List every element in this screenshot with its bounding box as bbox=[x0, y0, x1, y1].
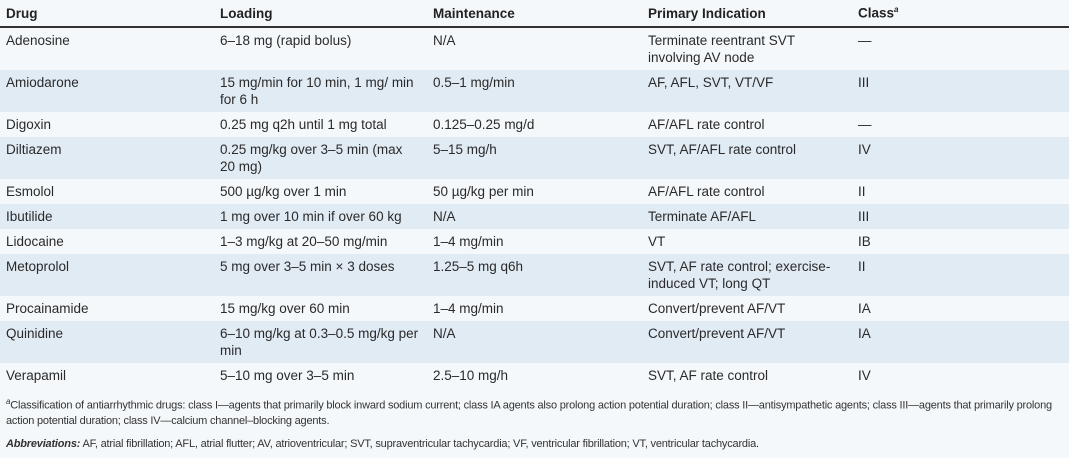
cell-indication: Terminate reentrant SVT involving AV nod… bbox=[648, 33, 795, 65]
table-row: Digoxin 0.25 mg q2h until 1 mg total 0.125… bbox=[0, 112, 1069, 137]
cell-drug: Verapamil bbox=[6, 368, 67, 383]
cell-indication: SVT, AF rate control; exercise-induced V… bbox=[648, 259, 831, 291]
footnote: aClassification of antiarrhythmic drugs:… bbox=[0, 388, 1069, 429]
cell-maintenance: 1–4 mg/min bbox=[433, 234, 504, 249]
table-row: Metoprolol 5 mg over 3–5 min × 3 doses 1.2… bbox=[0, 254, 1069, 296]
cell-maintenance: 0.5–1 mg/min bbox=[433, 75, 515, 90]
table-row: Procainamide 15 mg/kg over 60 min 1–4 mg/m… bbox=[0, 296, 1069, 321]
header-class-label: Class bbox=[858, 5, 895, 21]
table-row: Verapamil 5–10 mg over 3–5 min 2.5–10 mg/h… bbox=[0, 363, 1069, 388]
cell-maintenance: N/A bbox=[433, 209, 456, 224]
cell-class: II bbox=[858, 259, 866, 274]
cell-maintenance: 50 µg/kg per min bbox=[433, 184, 534, 199]
cell-class: III bbox=[858, 209, 870, 224]
header-indication: Primary Indication bbox=[642, 0, 852, 28]
cell-indication: SVT, AF rate control bbox=[648, 368, 769, 383]
cell-drug: Quinidine bbox=[6, 326, 64, 341]
cell-indication: SVT, AF/AFL rate control bbox=[648, 142, 797, 157]
cell-loading: 15 mg/min for 10 min, 1 mg/ min for 6 h bbox=[220, 75, 414, 107]
cell-drug: Esmolol bbox=[6, 184, 55, 199]
cell-loading: 5 mg over 3–5 min × 3 doses bbox=[220, 259, 395, 274]
cell-class: IV bbox=[858, 142, 871, 157]
cell-loading: 6–18 mg (rapid bolus) bbox=[220, 33, 352, 48]
cell-loading: 0.25 mg q2h until 1 mg total bbox=[220, 117, 387, 132]
cell-drug: Diltiazem bbox=[6, 142, 62, 157]
cell-loading: 500 µg/kg over 1 min bbox=[220, 184, 347, 199]
cell-drug: Lidocaine bbox=[6, 234, 64, 249]
cell-class: IA bbox=[858, 301, 871, 316]
table-row: Adenosine 6–18 mg (rapid bolus) N/A Termina… bbox=[0, 27, 1069, 70]
cell-indication: AF/AFL rate control bbox=[648, 184, 765, 199]
table-row: Diltiazem 0.25 mg/kg over 3–5 min (max 20… bbox=[0, 137, 1069, 179]
table-row: Amiodarone 15 mg/min for 10 min, 1 mg/ mi… bbox=[0, 70, 1069, 112]
cell-loading: 1 mg over 10 min if over 60 kg bbox=[220, 209, 402, 224]
cell-drug: Metoprolol bbox=[6, 259, 70, 274]
footnote-marker: a bbox=[6, 397, 11, 406]
cell-drug: Digoxin bbox=[6, 117, 52, 132]
cell-class: — bbox=[858, 117, 872, 132]
cell-indication: Convert/prevent AF/VT bbox=[648, 326, 786, 341]
table-row: Esmolol 500 µg/kg over 1 min 50 µg/kg per … bbox=[0, 179, 1069, 204]
cell-class: — bbox=[858, 33, 872, 48]
cell-maintenance: 5–15 mg/h bbox=[433, 142, 497, 157]
cell-class: IA bbox=[858, 326, 871, 341]
table-row: Ibutilide 1 mg over 10 min if over 60 kg N… bbox=[0, 204, 1069, 229]
cell-class: IV bbox=[858, 368, 871, 383]
cell-maintenance: 0.125–0.25 mg/d bbox=[433, 117, 535, 132]
cell-loading: 0.25 mg/kg over 3–5 min (max 20 mg) bbox=[220, 142, 403, 174]
table-row: Quinidine 6–10 mg/kg at 0.3–0.5 mg/kg per… bbox=[0, 321, 1069, 363]
cell-indication: Terminate AF/AFL bbox=[648, 209, 757, 224]
cell-drug: Amiodarone bbox=[6, 75, 79, 90]
cell-class: II bbox=[858, 184, 866, 199]
footnote-marker: a bbox=[894, 5, 899, 15]
cell-maintenance: 1.25–5 mg q6h bbox=[433, 259, 524, 274]
cell-drug: Procainamide bbox=[6, 301, 89, 316]
header-class: Classa bbox=[852, 0, 1069, 28]
cell-loading: 15 mg/kg over 60 min bbox=[220, 301, 350, 316]
cell-indication: AF/AFL rate control bbox=[648, 117, 765, 132]
cell-loading: 5–10 mg over 3–5 min bbox=[220, 368, 355, 383]
cell-maintenance: N/A bbox=[433, 326, 456, 341]
cell-indication: VT bbox=[648, 234, 666, 249]
table-row: Lidocaine 1–3 mg/kg at 20–50 mg/min 1–4 mg… bbox=[0, 229, 1069, 254]
footnote-text: Classification of antiarrhythmic drugs: … bbox=[6, 399, 1052, 427]
cell-class: III bbox=[858, 75, 870, 90]
cell-loading: 1–3 mg/kg at 20–50 mg/min bbox=[220, 234, 388, 249]
cell-loading: 6–10 mg/kg at 0.3–0.5 mg/kg per min bbox=[220, 326, 419, 358]
drug-table: Drug Loading Maintenance Primary Indicat… bbox=[0, 0, 1069, 388]
header-row: Drug Loading Maintenance Primary Indicat… bbox=[0, 0, 1069, 28]
cell-maintenance: 1–4 mg/min bbox=[433, 301, 504, 316]
cell-class: IB bbox=[858, 234, 871, 249]
cell-drug: Ibutilide bbox=[6, 209, 53, 224]
cell-indication: Convert/prevent AF/VT bbox=[648, 301, 786, 316]
cell-drug: Adenosine bbox=[6, 33, 70, 48]
header-drug: Drug bbox=[0, 0, 214, 28]
cell-indication: AF, AFL, SVT, VT/VF bbox=[648, 75, 774, 90]
cell-maintenance: N/A bbox=[433, 33, 456, 48]
header-maintenance: Maintenance bbox=[427, 0, 642, 28]
abbreviations-label: Abbreviations: bbox=[6, 437, 81, 450]
abbreviations: Abbreviations: AF, atrial fibrillation; … bbox=[0, 429, 1069, 450]
cell-maintenance: 2.5–10 mg/h bbox=[433, 368, 509, 383]
abbreviations-text: AF, atrial fibrillation; AFL, atrial flu… bbox=[80, 437, 759, 450]
header-loading: Loading bbox=[214, 0, 427, 28]
